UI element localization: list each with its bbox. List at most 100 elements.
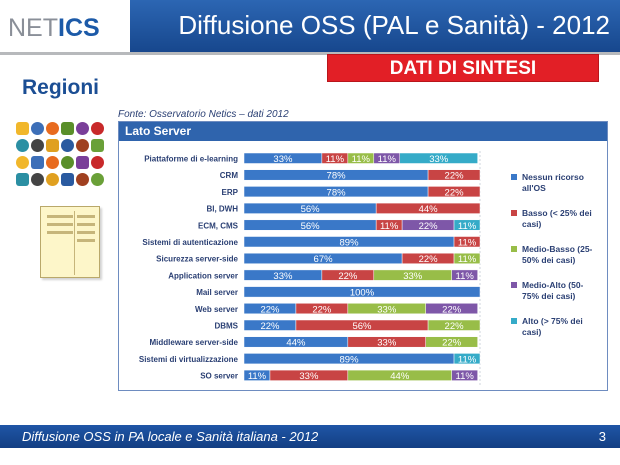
oss-logo-icon xyxy=(16,173,29,186)
bar-value-label: 22% xyxy=(445,171,465,182)
oss-logos-image xyxy=(16,122,108,192)
category-label: Sistemi di autenticazione xyxy=(142,238,238,247)
bar-value-label: 11% xyxy=(458,254,477,265)
bar-value-label: 22% xyxy=(442,338,462,349)
chart-header: Lato Server xyxy=(119,122,607,141)
category-label: Mail server xyxy=(196,288,238,297)
logo-suffix: ICS xyxy=(58,14,100,42)
footer-text: Diffusione OSS in PA locale e Sanità ita… xyxy=(22,429,319,444)
bar-value-label: 78% xyxy=(327,171,347,182)
legend-swatch xyxy=(511,246,517,252)
bar-value-label: 11% xyxy=(458,221,477,232)
bar-value-label: 56% xyxy=(352,321,372,332)
bar-segment xyxy=(399,152,478,164)
summary-badge: DATI DI SINTESI xyxy=(327,54,599,82)
category-label: Web server xyxy=(195,305,238,314)
category-label: CRM xyxy=(220,171,239,180)
server-document-icon xyxy=(40,206,100,278)
chart-plot: Piattaforme di e-learning 33% 11% 11% 11% 33%… xyxy=(139,151,593,392)
bar-segment xyxy=(427,169,481,181)
bar-value-label: 33% xyxy=(403,271,423,282)
bar-segment xyxy=(425,303,478,315)
bar-value-label: 44% xyxy=(390,371,410,382)
bar-value-label: 22% xyxy=(419,221,439,232)
oss-logo-icon xyxy=(16,156,29,169)
logo-prefix: NET xyxy=(8,14,58,42)
bar-value-label: 22% xyxy=(260,321,280,332)
category-label: DBMS xyxy=(214,322,238,331)
bar-value-label: 33% xyxy=(429,154,449,165)
bar-value-label: 78% xyxy=(327,187,347,198)
chart-title: Lato Server xyxy=(125,124,192,138)
legend-label: Medio-Basso (25-50% dei casi) xyxy=(522,244,593,265)
bar-value-label: 56% xyxy=(301,204,321,215)
bar-value-label: 100% xyxy=(350,288,375,299)
oss-logo-icon xyxy=(61,122,74,135)
footer: Diffusione OSS in PA locale e Sanità ita… xyxy=(0,425,620,448)
oss-logo-icon xyxy=(61,173,74,186)
bar-value-label: 33% xyxy=(273,154,293,165)
oss-logo-icon xyxy=(76,139,89,152)
bar-value-label: 22% xyxy=(442,304,462,315)
legend-label: Nessun ricorso all'OS xyxy=(522,172,584,193)
oss-logo-icon xyxy=(31,156,44,169)
bar-value-label: 22% xyxy=(312,304,332,315)
source-note: Fonte: Osservatorio Netics – dati 2012 xyxy=(118,109,289,120)
oss-logo-icon xyxy=(31,139,44,152)
legend-swatch xyxy=(511,174,517,180)
bar-segment xyxy=(453,219,481,231)
bar-value-label: 11% xyxy=(458,354,477,365)
bar-value-label: 22% xyxy=(338,271,358,282)
bar-segment xyxy=(427,319,481,331)
oss-logo-icon xyxy=(46,122,59,135)
bar-value-label: 11% xyxy=(378,154,397,165)
header: NETICS Diffusione OSS (PAL e Sanità) - 2… xyxy=(0,0,620,56)
bar-value-label: 22% xyxy=(445,321,465,332)
section-title: Regioni xyxy=(22,76,99,99)
bar-value-label: 33% xyxy=(377,304,397,315)
legend-label: Medio-Alto (50-75% dei casi) xyxy=(522,280,584,301)
category-label: ECM, CMS xyxy=(198,221,239,230)
oss-logo-icon xyxy=(76,156,89,169)
legend-swatch xyxy=(511,210,517,216)
bar-value-label: 11% xyxy=(456,271,475,282)
bar-value-label: 11% xyxy=(456,371,475,382)
legend-swatch xyxy=(511,318,517,324)
title-bar: Diffusione OSS (PAL e Sanità) - 2012 xyxy=(130,0,620,52)
bar-segment xyxy=(427,186,481,198)
oss-logo-icon xyxy=(31,122,44,135)
legend-swatch xyxy=(511,282,517,288)
bar-value-label: 22% xyxy=(419,254,439,265)
oss-logo-icon xyxy=(61,156,74,169)
legend-label: Basso (< 25% dei casi) xyxy=(522,208,592,229)
category-label: SO server xyxy=(200,372,238,381)
category-label: Sicurezza server-side xyxy=(156,255,238,264)
bar-segment xyxy=(453,353,481,365)
bar-value-label: 11% xyxy=(326,154,345,165)
bar-value-label: 22% xyxy=(445,187,465,198)
oss-logo-icon xyxy=(31,173,44,186)
oss-logo-icon xyxy=(91,173,104,186)
bar-segment xyxy=(243,286,481,298)
bar-value-label: 89% xyxy=(340,238,360,249)
bar-segment xyxy=(425,336,478,348)
page-number: 3 xyxy=(598,429,606,444)
bar-value-label: 33% xyxy=(273,271,293,282)
category-label: BI, DWH xyxy=(206,205,238,214)
bar-segment xyxy=(453,252,481,264)
category-label: Sistemi di virtualizzazione xyxy=(139,355,239,364)
bar-value-label: 44% xyxy=(286,338,306,349)
oss-logo-icon xyxy=(16,122,29,135)
bar-value-label: 11% xyxy=(458,238,477,249)
bar-value-label: 44% xyxy=(419,204,439,215)
oss-logo-icon xyxy=(16,139,29,152)
bar-value-label: 11% xyxy=(352,154,371,165)
legend-label: Alto (> 75% dei casi) xyxy=(522,316,583,337)
netics-logo: NETICS xyxy=(8,14,100,43)
bar-value-label: 89% xyxy=(340,354,360,365)
header-divider xyxy=(0,52,620,55)
category-label: Middleware server-side xyxy=(150,338,239,347)
oss-logo-icon xyxy=(91,156,104,169)
oss-logo-icon xyxy=(46,139,59,152)
category-label: Piattaforme di e-learning xyxy=(144,155,238,164)
